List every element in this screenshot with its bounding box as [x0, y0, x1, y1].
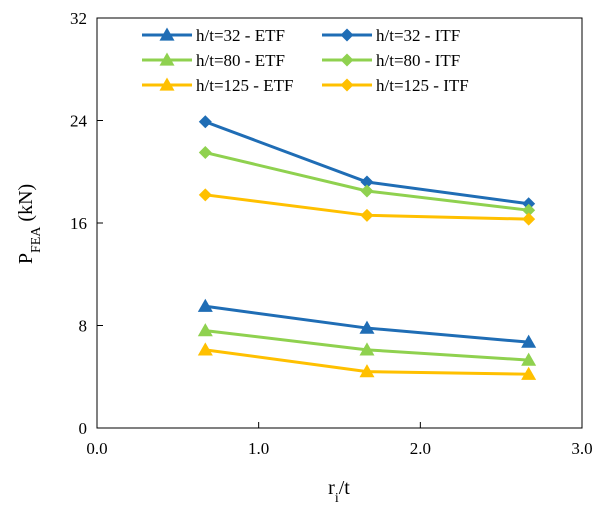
- legend-item: h/t=80 - ITF: [322, 51, 460, 70]
- legend-label: h/t=32 - ITF: [376, 26, 460, 45]
- x-tick-label: 1.0: [248, 439, 269, 458]
- data-point: [360, 184, 374, 198]
- series-4: [197, 342, 537, 380]
- data-point: [521, 352, 537, 366]
- x-tick-label: 2.0: [410, 439, 431, 458]
- legend-swatch-marker: [340, 53, 354, 67]
- legend-item: h/t=32 - ETF: [142, 26, 285, 45]
- data-point: [359, 364, 375, 378]
- legend-label: h/t=80 - ETF: [196, 51, 285, 70]
- y-axis-title: PFEA (kN): [15, 184, 44, 264]
- legend-item: h/t=125 - ITF: [322, 76, 469, 95]
- data-point: [359, 320, 375, 334]
- legend-swatch-marker: [159, 52, 175, 66]
- x-axis-title: ri/t: [328, 477, 350, 506]
- series-1: [198, 115, 536, 211]
- data-point: [360, 175, 374, 189]
- y-tick-label: 32: [70, 9, 87, 28]
- y-tick-label: 0: [79, 419, 88, 438]
- series-layer: [197, 115, 537, 380]
- x-tick-label: 0.0: [86, 439, 107, 458]
- legend-item: h/t=80 - ETF: [142, 51, 285, 70]
- legend-swatch-marker: [159, 27, 175, 41]
- axes: 0 8 16 24 32 0.0 1.0 2.0 3.0: [70, 9, 593, 458]
- data-point: [198, 115, 212, 129]
- y-tick-label: 8: [79, 317, 88, 336]
- series-5: [198, 188, 536, 226]
- y-tick-label: 16: [70, 214, 87, 233]
- legend-label: h/t=125 - ETF: [196, 76, 293, 95]
- legend: h/t=32 - ETF h/t=80 - ETF h/t=125 - ETF h/t…: [142, 26, 469, 95]
- series-3: [198, 146, 536, 217]
- legend-label: h/t=125 - ITF: [376, 76, 469, 95]
- data-point: [197, 298, 213, 312]
- series-0: [197, 298, 537, 348]
- data-point: [522, 212, 536, 226]
- legend-label: h/t=32 - ETF: [196, 26, 285, 45]
- legend-swatch-marker: [340, 28, 354, 42]
- y-tick-label: 24: [70, 112, 88, 131]
- data-point: [197, 323, 213, 337]
- data-point: [521, 334, 537, 348]
- legend-swatch-marker: [159, 77, 175, 91]
- data-point: [198, 146, 212, 160]
- data-point: [522, 203, 536, 217]
- data-point: [198, 188, 212, 202]
- data-point: [197, 342, 213, 356]
- data-point: [359, 342, 375, 356]
- data-point: [521, 366, 537, 380]
- legend-item: h/t=125 - ETF: [142, 76, 293, 95]
- legend-item: h/t=32 - ITF: [322, 26, 460, 45]
- legend-swatch-marker: [340, 78, 354, 92]
- x-tick-label: 3.0: [571, 439, 592, 458]
- series-2: [197, 323, 537, 366]
- legend-label: h/t=80 - ITF: [376, 51, 460, 70]
- data-point: [360, 208, 374, 222]
